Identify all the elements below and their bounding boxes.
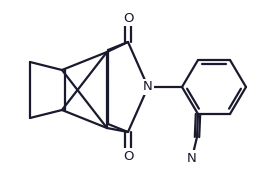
Text: O: O — [123, 11, 133, 24]
Text: O: O — [123, 149, 133, 162]
Text: N: N — [143, 80, 153, 93]
Text: N: N — [187, 152, 197, 164]
